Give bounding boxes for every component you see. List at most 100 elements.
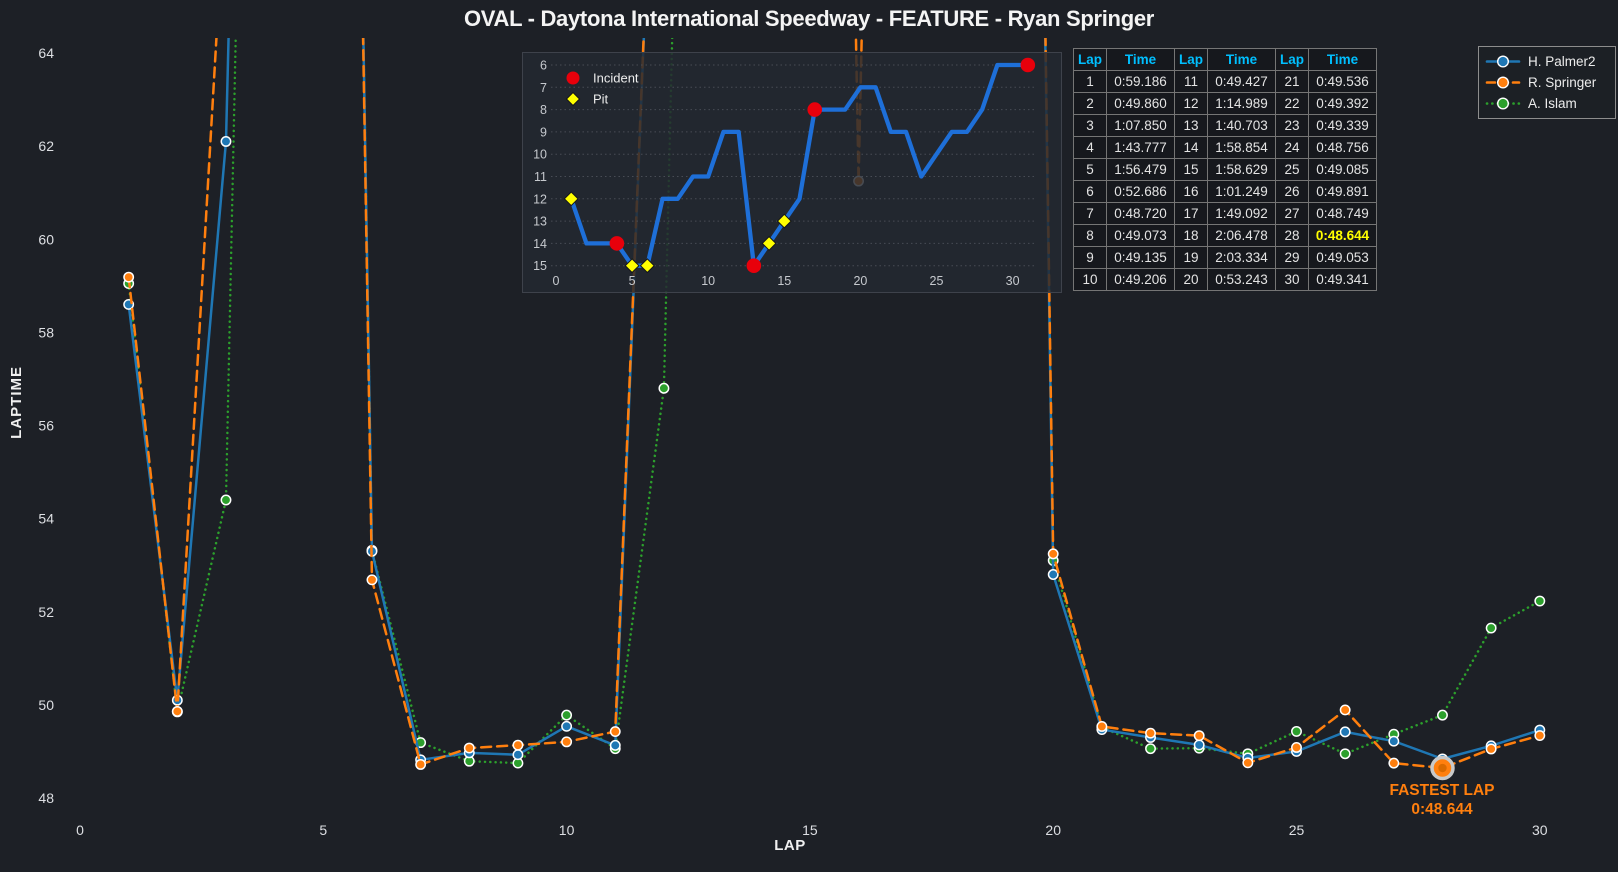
data-point-marker[interactable] — [220, 494, 232, 506]
data-point-marker[interactable] — [1339, 726, 1351, 738]
legend-swatch-icon — [1485, 55, 1521, 68]
legend-item-h-palmer2[interactable]: H. Palmer2 — [1485, 52, 1609, 70]
inset-x-tick-label: 10 — [701, 274, 715, 288]
lap-number-cell: 9 — [1073, 246, 1107, 269]
lap-time-cell: 0:49.891 — [1308, 180, 1377, 203]
pit-marker[interactable] — [761, 235, 777, 251]
lap-time-cell: 0:52.686 — [1106, 180, 1175, 203]
lap-time-cell: 2:06.478 — [1207, 224, 1276, 247]
data-point-marker[interactable] — [1388, 735, 1400, 747]
data-point-marker[interactable] — [123, 271, 135, 283]
table-row: 9 0:49.135 19 2:03.334 29 0:49.053 — [1073, 246, 1377, 269]
lap-time-cell: 0:49.339 — [1308, 114, 1377, 137]
lap-number-cell: 20 — [1174, 268, 1208, 291]
legend-swatch-icon — [1485, 76, 1521, 89]
data-point-marker[interactable] — [463, 742, 475, 754]
data-point-marker[interactable] — [220, 136, 232, 147]
inset-x-tick-label: 25 — [930, 274, 944, 288]
inset-y-tick-label: 12 — [533, 192, 547, 206]
y-tick-label: 48 — [38, 790, 54, 806]
table-row: 7 0:48.720 17 1:49.092 27 0:48.749 — [1073, 202, 1377, 225]
legend-item-r-springer[interactable]: R. Springer — [1485, 74, 1609, 92]
lap-time-cell: 1:58.629 — [1207, 158, 1276, 181]
pit-marker[interactable] — [624, 258, 640, 274]
table-row: 3 1:07.850 13 1:40.703 23 0:49.339 — [1073, 114, 1377, 137]
lap-number-cell: 22 — [1275, 92, 1309, 115]
pit-marker[interactable] — [776, 213, 792, 229]
data-point-marker[interactable] — [1193, 739, 1205, 751]
data-point-marker[interactable] — [1291, 742, 1302, 753]
data-point-marker[interactable] — [1437, 709, 1448, 721]
data-point-marker[interactable] — [1485, 622, 1497, 634]
data-point-marker[interactable] — [366, 574, 378, 586]
data-point-marker[interactable] — [561, 736, 573, 748]
fastest-lap-annotation: FASTEST LAP 0:48.644 — [1389, 781, 1494, 819]
data-point-marker[interactable] — [1339, 704, 1351, 716]
pit-marker[interactable] — [639, 258, 655, 274]
x-axis-label: LAP — [774, 837, 806, 854]
data-point-marker[interactable] — [1534, 595, 1546, 607]
data-point-marker[interactable] — [1388, 757, 1400, 769]
y-tick-label: 60 — [38, 231, 54, 247]
y-tick-label: 62 — [38, 138, 54, 154]
data-point-marker[interactable] — [1193, 730, 1205, 742]
data-point-marker[interactable] — [1242, 757, 1254, 769]
lap-time-cell: 0:49.073 — [1106, 224, 1175, 247]
position-inset-chart[interactable]: 6 7 8 9 10 11 12 13 14 15 0 5 10 15 20 25 30 Incident Pit — [522, 52, 1062, 293]
data-point-marker[interactable] — [415, 759, 427, 770]
data-point-marker[interactable] — [561, 709, 573, 721]
lap-number-cell: 2 — [1073, 92, 1107, 115]
legend-item-a-islam[interactable]: A. Islam — [1485, 95, 1609, 113]
data-point-marker[interactable] — [1339, 748, 1351, 760]
incident-marker[interactable] — [807, 102, 823, 117]
x-tick-label: 25 — [1289, 822, 1305, 838]
incident-marker[interactable] — [609, 236, 625, 251]
data-point-marker[interactable] — [512, 749, 524, 761]
lap-time-cell: 0:49.860 — [1106, 92, 1175, 115]
data-point-marker[interactable] — [1047, 569, 1059, 580]
table-row: 10 0:49.206 20 0:53.243 30 0:49.341 — [1073, 268, 1377, 291]
data-point-marker[interactable] — [171, 705, 183, 717]
legend-item-label: R. Springer — [1528, 75, 1597, 90]
lap-time-cell: 1:43.777 — [1106, 136, 1175, 159]
lap-number-cell: 29 — [1275, 246, 1309, 269]
fastest-lap-marker[interactable] — [1430, 755, 1455, 781]
data-point-marker[interactable] — [1145, 727, 1156, 739]
data-point-marker[interactable] — [1534, 730, 1546, 742]
pit-marker[interactable] — [563, 191, 579, 207]
data-point-marker[interactable] — [1291, 725, 1302, 737]
data-point-marker[interactable] — [658, 382, 670, 394]
lap-number-cell: 21 — [1275, 70, 1309, 93]
lap-time-cell: 0:49.341 — [1308, 268, 1377, 291]
data-point-marker[interactable] — [609, 739, 621, 751]
data-point-marker[interactable] — [561, 720, 573, 732]
data-point-marker[interactable] — [1485, 743, 1497, 755]
y-tick-label: 50 — [38, 697, 54, 713]
inset-y-tick-label: 10 — [533, 148, 547, 162]
lap-time-cell: 1:49.092 — [1207, 202, 1276, 225]
lap-time-cell: 1:58.854 — [1207, 136, 1276, 159]
incident-marker[interactable] — [1020, 57, 1036, 73]
inset-y-tick-label: 9 — [540, 125, 547, 139]
lap-number-cell: 8 — [1073, 224, 1107, 247]
lap-time-cell: 0:49.053 — [1308, 246, 1377, 269]
lap-number-cell: 12 — [1174, 92, 1208, 115]
x-tick-label: 30 — [1532, 822, 1548, 838]
data-point-marker[interactable] — [609, 726, 621, 738]
table-header-cell: Lap — [1174, 48, 1208, 71]
lap-number-cell: 30 — [1275, 268, 1309, 291]
incident-marker[interactable] — [746, 258, 762, 273]
data-point-marker[interactable] — [1047, 548, 1059, 560]
data-point-marker[interactable] — [512, 739, 524, 751]
lap-number-cell: 27 — [1275, 202, 1309, 225]
data-point-marker[interactable] — [1145, 743, 1156, 755]
y-axis-label: LAPTIME — [8, 366, 25, 439]
lap-time-cell: 0:48.644 — [1308, 224, 1377, 247]
data-point-marker[interactable] — [1096, 721, 1108, 732]
lap-time-cell: 2:03.334 — [1207, 246, 1276, 269]
x-tick-label: 5 — [319, 822, 327, 838]
table-header-cell: Time — [1207, 48, 1276, 71]
x-tick-label: 0 — [76, 822, 84, 838]
lap-number-cell: 23 — [1275, 114, 1309, 137]
